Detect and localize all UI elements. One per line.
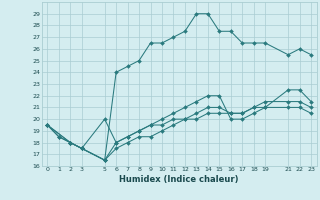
X-axis label: Humidex (Indice chaleur): Humidex (Indice chaleur) [119,175,239,184]
